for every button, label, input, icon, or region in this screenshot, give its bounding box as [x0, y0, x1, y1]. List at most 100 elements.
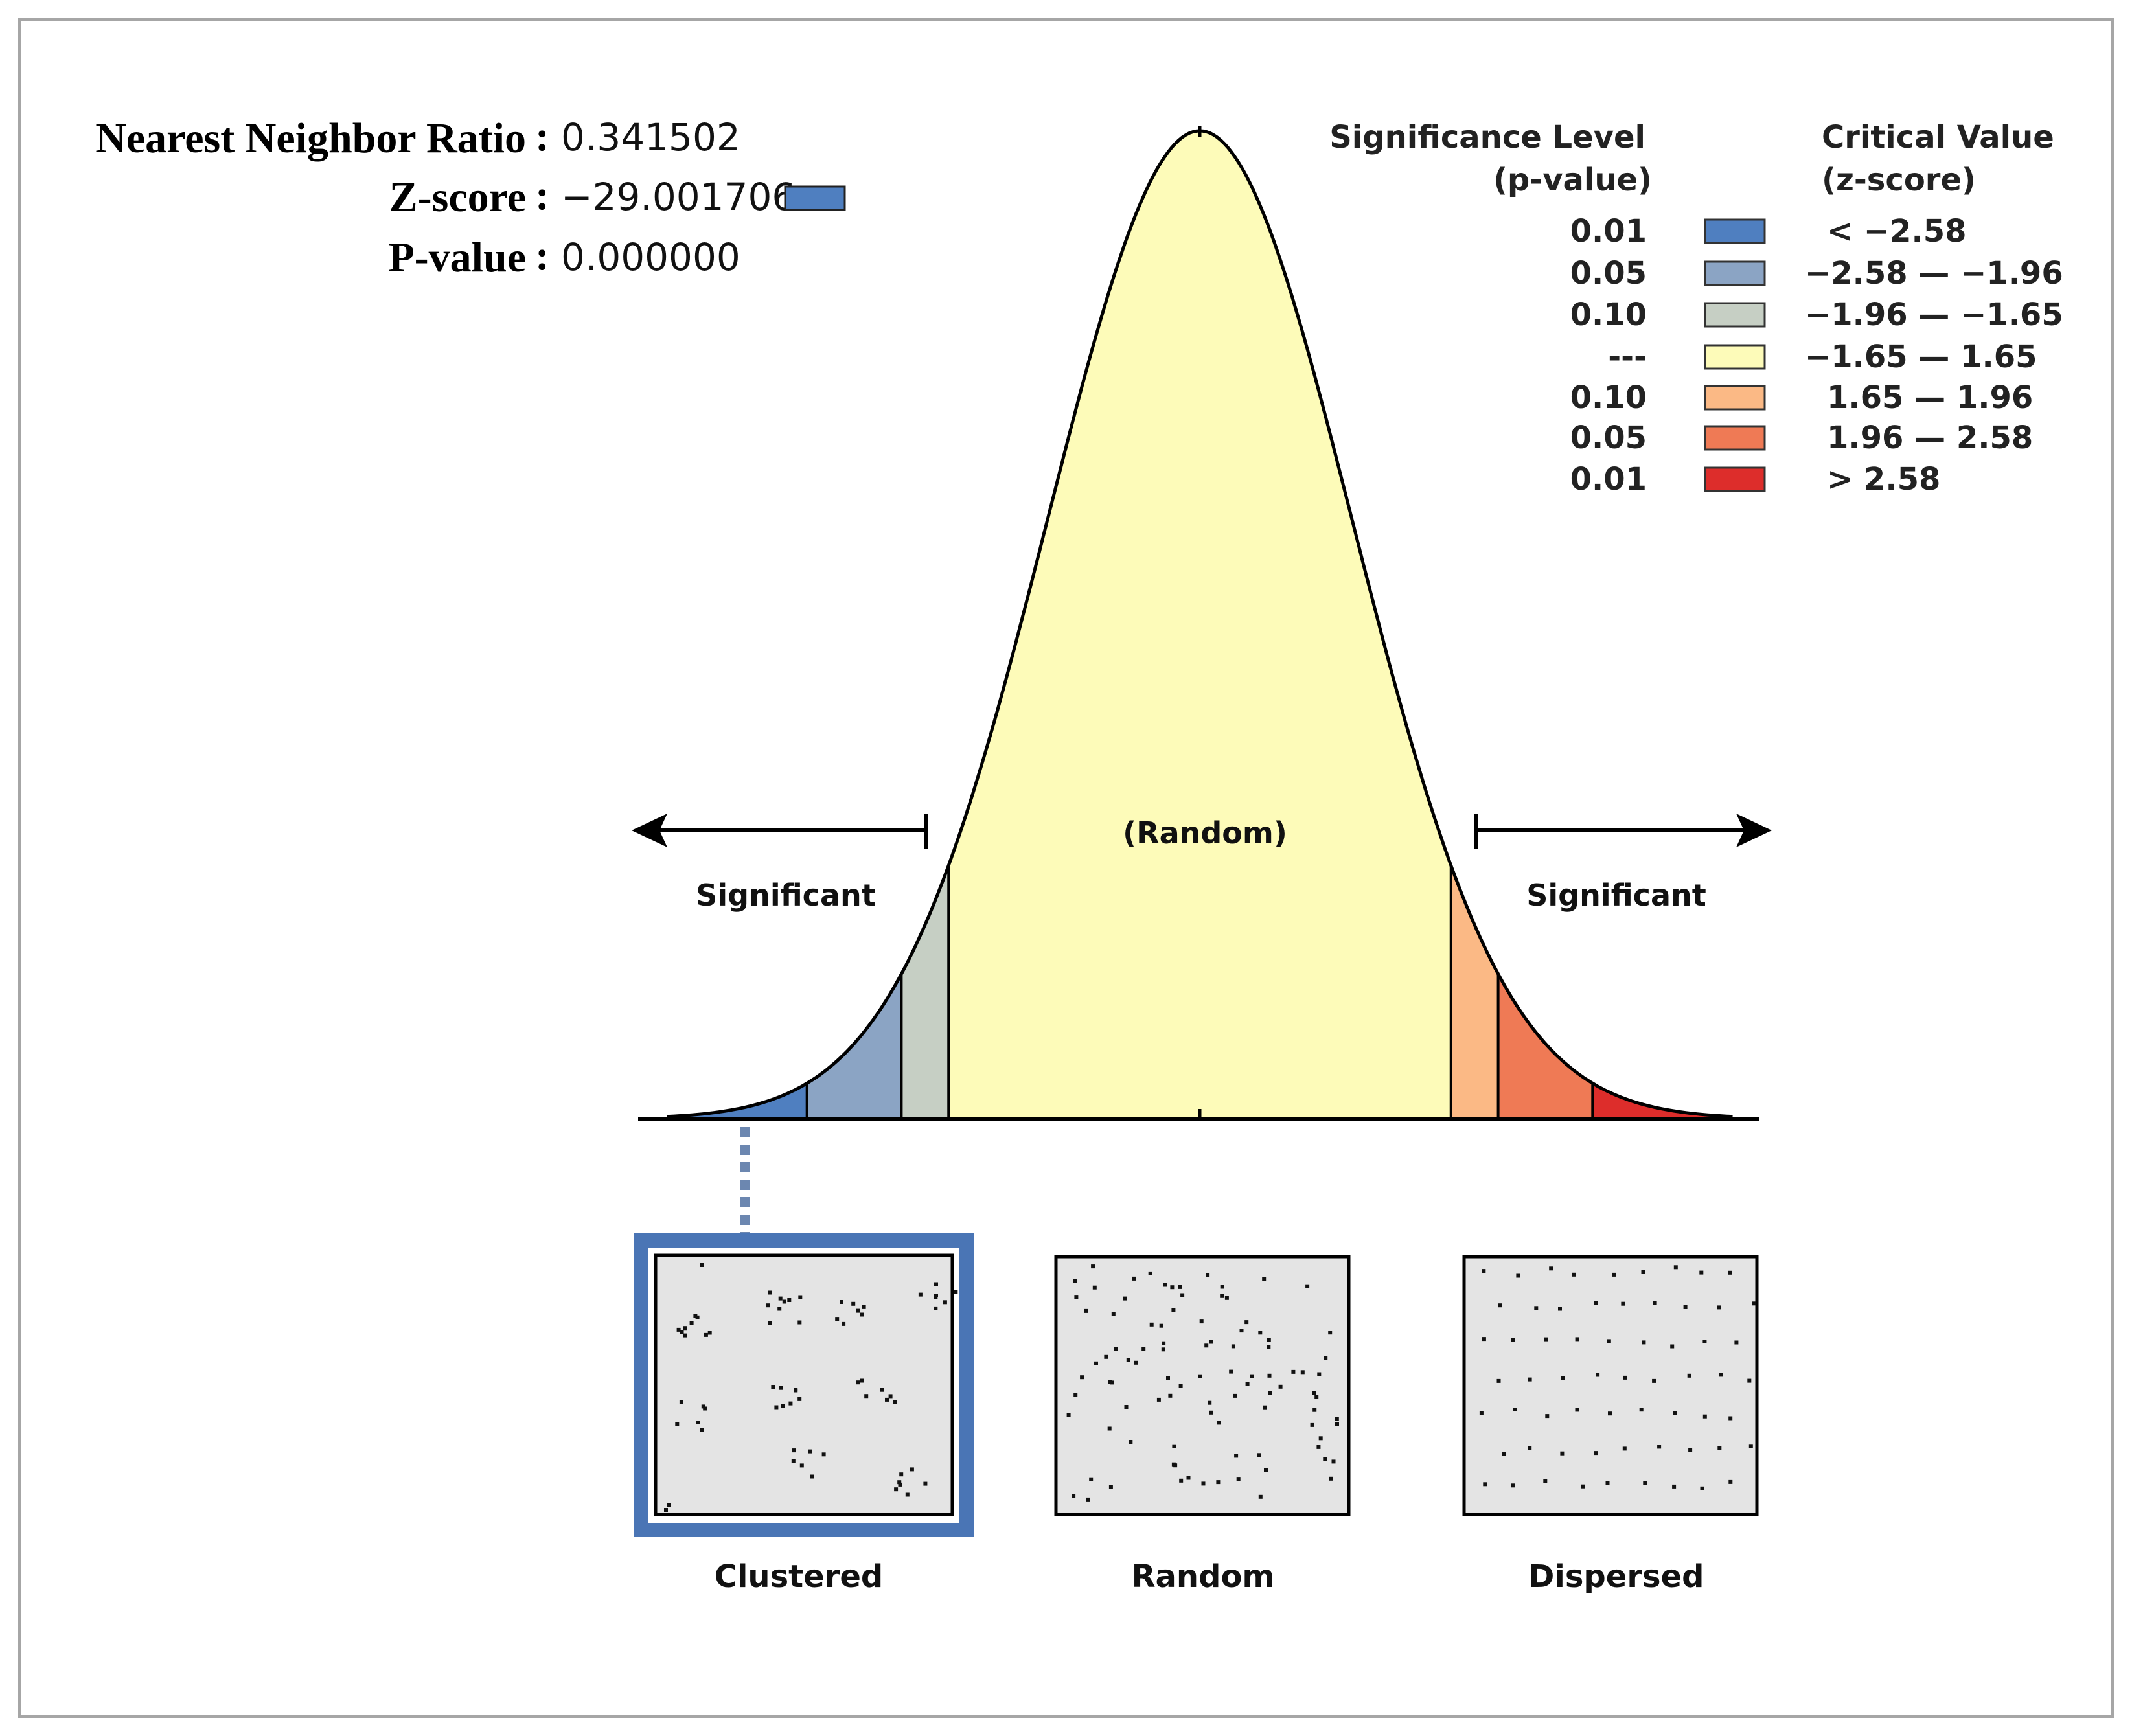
point-marker	[1575, 1408, 1579, 1412]
curve-band	[1450, 865, 1498, 1119]
point-marker	[1702, 1340, 1707, 1343]
point-marker	[860, 1378, 864, 1383]
point-marker	[1581, 1484, 1585, 1489]
point-marker	[1089, 1477, 1094, 1481]
point-marker	[1198, 1374, 1202, 1378]
point-marker	[774, 1405, 779, 1410]
point-marker	[683, 1326, 687, 1331]
point-marker	[808, 1449, 812, 1454]
point-marker	[1108, 1380, 1112, 1384]
legend-z-range: 1.65 — 1.96	[1827, 380, 2033, 416]
point-marker	[1216, 1480, 1221, 1485]
p-value-value: 0.000000	[561, 235, 740, 279]
legend-z-subtitle: (z-score)	[1822, 162, 1976, 198]
point-marker	[1482, 1269, 1486, 1273]
point-marker	[1224, 1296, 1229, 1300]
point-marker	[1549, 1266, 1553, 1271]
point-marker	[1217, 1421, 1221, 1425]
random-panel-label: Random	[1132, 1559, 1275, 1595]
point-marker	[1204, 1343, 1209, 1348]
point-marker	[1126, 1358, 1130, 1362]
point-marker	[703, 1406, 707, 1411]
point-marker	[1206, 1273, 1210, 1277]
dispersed-label: Dispersed	[1529, 1559, 1704, 1595]
p-value-colon: :	[535, 232, 549, 279]
point-marker	[1086, 1497, 1090, 1502]
point-marker	[1092, 1285, 1097, 1290]
point-marker	[1673, 1411, 1677, 1415]
point-marker	[1201, 1481, 1206, 1486]
point-marker	[1220, 1285, 1224, 1289]
point-marker	[1244, 1320, 1249, 1325]
point-marker	[1543, 1479, 1548, 1483]
point-marker	[768, 1290, 772, 1295]
point-marker	[905, 1492, 910, 1497]
curve-band	[1592, 1083, 1733, 1119]
point-marker	[860, 1312, 864, 1317]
point-marker	[1111, 1312, 1116, 1316]
point-marker	[1728, 1479, 1733, 1484]
z-score-swatch	[784, 185, 846, 211]
point-marker	[893, 1400, 897, 1404]
point-marker	[1511, 1483, 1515, 1488]
point-marker	[1652, 1378, 1656, 1383]
point-marker	[700, 1428, 704, 1432]
z-score-colon: :	[535, 172, 549, 219]
dispersed-panel: Dispersed	[1462, 1255, 1759, 1595]
point-marker	[779, 1386, 783, 1390]
point-marker	[1257, 1453, 1261, 1457]
point-marker	[1229, 1369, 1233, 1374]
point-marker	[683, 1333, 687, 1338]
legend-z-title: Critical Value	[1822, 119, 2054, 155]
point-marker	[695, 1315, 700, 1319]
point-marker	[1291, 1369, 1296, 1374]
point-marker	[1752, 1301, 1756, 1306]
clustered-pattern-box	[654, 1253, 954, 1516]
point-marker	[1502, 1452, 1506, 1456]
point-marker	[664, 1508, 668, 1512]
point-marker	[1258, 1331, 1263, 1335]
random-panel: Random	[1054, 1255, 1351, 1595]
legend-row: 0.10 1.65 — 1.96	[1570, 380, 2034, 416]
point-marker	[1268, 1391, 1272, 1395]
clustered-label: Clustered	[715, 1559, 884, 1595]
ratio-colon: :	[535, 113, 549, 160]
point-marker	[851, 1301, 856, 1306]
point-marker	[1642, 1340, 1646, 1345]
point-marker	[1316, 1445, 1321, 1449]
point-marker	[1114, 1347, 1118, 1351]
point-marker	[1278, 1384, 1283, 1389]
point-marker	[704, 1332, 708, 1337]
legend-row: 0.05 1.96 — 2.58	[1570, 420, 2034, 456]
point-marker	[1208, 1400, 1212, 1405]
point-marker	[954, 1290, 958, 1294]
point-marker	[880, 1388, 884, 1392]
point-marker	[1318, 1436, 1323, 1441]
legend-swatch	[1704, 385, 1766, 411]
point-marker	[1156, 1397, 1161, 1402]
dispersed-dots	[1479, 1265, 1756, 1490]
curve-band	[667, 1083, 807, 1119]
point-marker	[1612, 1272, 1616, 1277]
point-marker	[797, 1397, 802, 1401]
point-marker	[1688, 1448, 1693, 1452]
point-marker	[821, 1452, 826, 1457]
point-marker	[1621, 1301, 1625, 1306]
random-label: (Random)	[1123, 816, 1287, 851]
point-marker	[897, 1480, 902, 1485]
z-score-value: −29.001706	[561, 175, 796, 219]
point-marker	[1483, 1482, 1487, 1487]
point-marker	[667, 1503, 671, 1507]
point-marker	[701, 1404, 705, 1409]
point-marker	[1498, 1303, 1502, 1308]
legend-row: 0.05 −2.58 — −1.96	[1570, 255, 2063, 291]
point-marker	[1073, 1393, 1078, 1397]
point-marker	[766, 1303, 770, 1308]
point-marker	[1171, 1308, 1176, 1312]
point-marker	[1719, 1373, 1723, 1377]
point-marker	[1653, 1301, 1657, 1305]
point-marker	[1545, 1414, 1550, 1419]
legend-p-value: 0.10	[1570, 297, 1647, 333]
point-marker	[1329, 1476, 1333, 1481]
point-marker	[1513, 1408, 1517, 1411]
